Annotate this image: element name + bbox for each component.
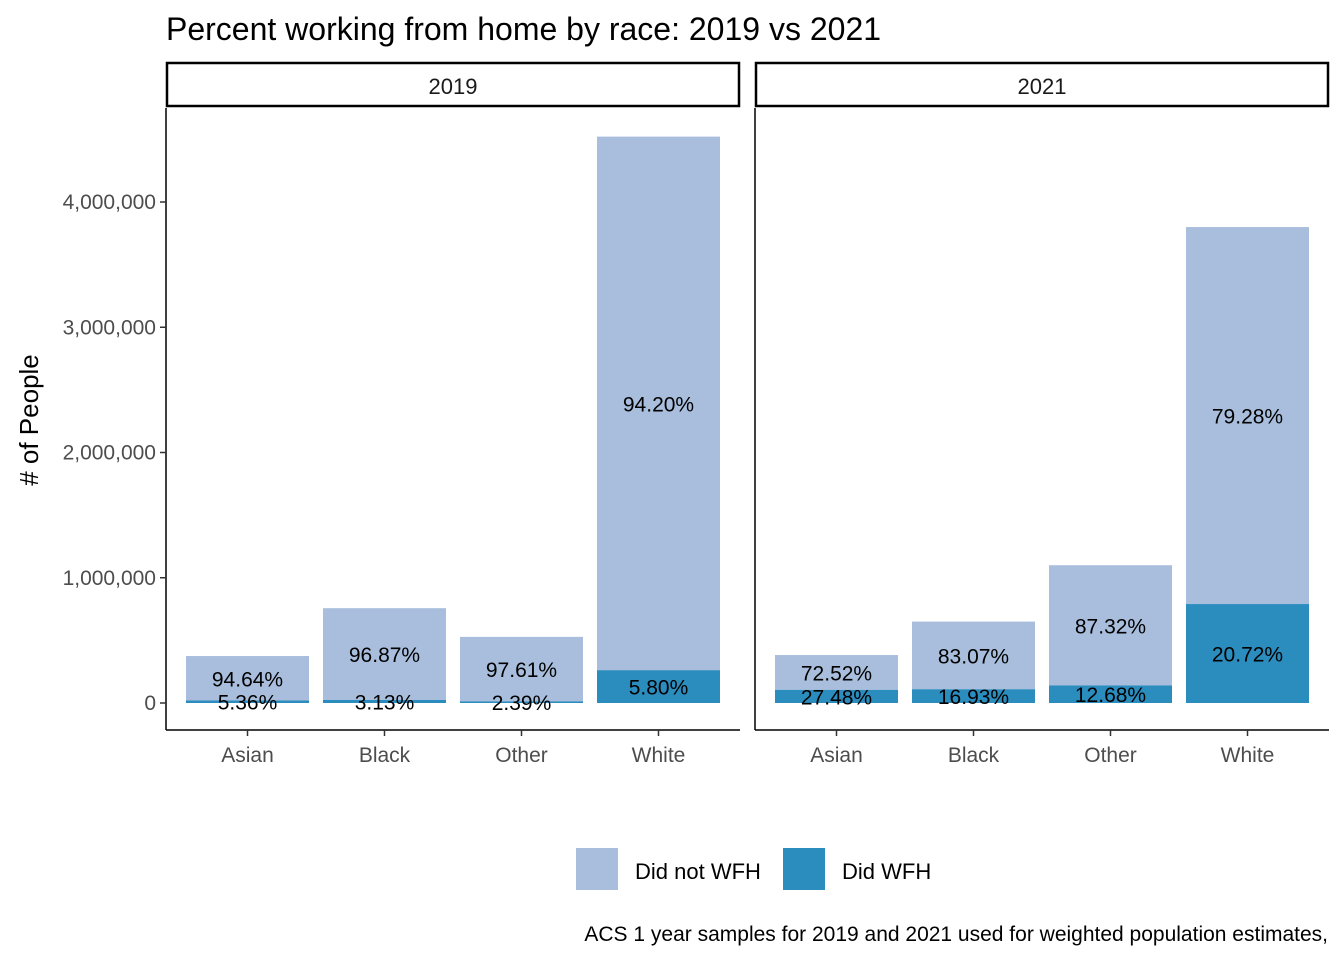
legend-swatch-did-not-wfh [576,848,618,890]
bar-did-wfh-other [1049,685,1172,703]
bar-did-wfh-white [597,670,720,703]
x-tick-label: Black [359,744,411,767]
chart-title: Percent working from home by race: 2019 … [166,11,881,47]
facet-strip-label: 2019 [429,74,478,99]
bar-did-wfh-asian [775,689,898,703]
bar-label-did-not-wfh: 94.64% [212,668,283,691]
y-axis-title: # of People [14,354,44,486]
bar-label-did-wfh: 12.68% [1075,684,1146,707]
x-tick-label: Other [1084,744,1137,767]
bar-label-did-not-wfh: 79.28% [1212,406,1283,429]
bar-did-not-wfh-other [1049,565,1172,686]
y-tick-label: 2,000,000 [63,442,156,465]
y-tick-label: 4,000,000 [63,191,156,214]
bar-did-wfh-asian [186,700,309,703]
bar-label-did-not-wfh: 97.61% [486,659,557,682]
bar-label-did-not-wfh: 96.87% [349,644,420,667]
bar-did-not-wfh-other [460,636,583,702]
bar-did-not-wfh-asian [186,656,309,701]
bar-did-wfh-black [323,699,446,703]
x-tick-label: Black [948,744,1000,767]
legend-swatch-did-wfh [783,848,825,890]
legend: Did not WFH Did WFH [576,848,931,890]
bar-did-not-wfh-black [323,608,446,700]
bar-label-did-not-wfh: 83.07% [938,645,1009,668]
x-tick-label: Asian [810,744,863,767]
facet-panel-2019: 2019 0 1,000,000 2,000,000 3,000,000 4,000,00… [63,61,741,767]
bar-label-did-wfh: 20.72% [1212,644,1283,667]
bar-label-did-wfh: 2.39% [492,692,552,715]
bar-label-did-wfh: 5.80% [629,677,689,700]
bar-did-wfh-black [912,689,1035,703]
x-tick-label: Asian [221,744,274,767]
legend-label: Did not WFH [635,859,761,884]
bar-label-did-wfh: 3.13% [355,691,415,714]
x-tick-label: White [1221,744,1275,767]
bar-did-wfh-white [1186,604,1309,703]
facet-strip-label: 2021 [1018,74,1067,99]
facet-panel-2021: 2021 72.52%27.48% Asian 83.07% 16.93% Black 87… [754,61,1330,767]
bar-label-did-wfh: 27.48% [801,686,872,709]
bar-did-not-wfh-asian [775,655,898,690]
bar-label-did-not-wfh: 94.20% [623,393,694,416]
x-tick-label: White [632,744,686,767]
bar-label-did-wfh: 5.36% [218,692,278,715]
bar-did-wfh-other [460,701,583,703]
bar-did-not-wfh-white [1186,227,1309,605]
facets: 2019 0 1,000,000 2,000,000 3,000,000 4,000,00… [63,61,1330,767]
bar-label-did-wfh: 16.93% [938,686,1009,709]
y-tick-label: 1,000,000 [63,567,156,590]
caption: ACS 1 year samples for 2019 and 2021 use… [584,923,1328,946]
bar-label-did-not-wfh: 87.32% [1075,615,1146,638]
x-tick-label: Other [495,744,548,767]
legend-label: Did WFH [842,859,931,884]
facet-strip [165,61,741,108]
y-tick-label: 0 [144,692,156,715]
y-tick-label: 3,000,000 [63,316,156,339]
facet-strip [754,61,1330,108]
bar-did-not-wfh-white [597,136,720,671]
bar-label-did-not-wfh: 72.52% [801,662,872,685]
bar-did-not-wfh-black [912,621,1035,690]
